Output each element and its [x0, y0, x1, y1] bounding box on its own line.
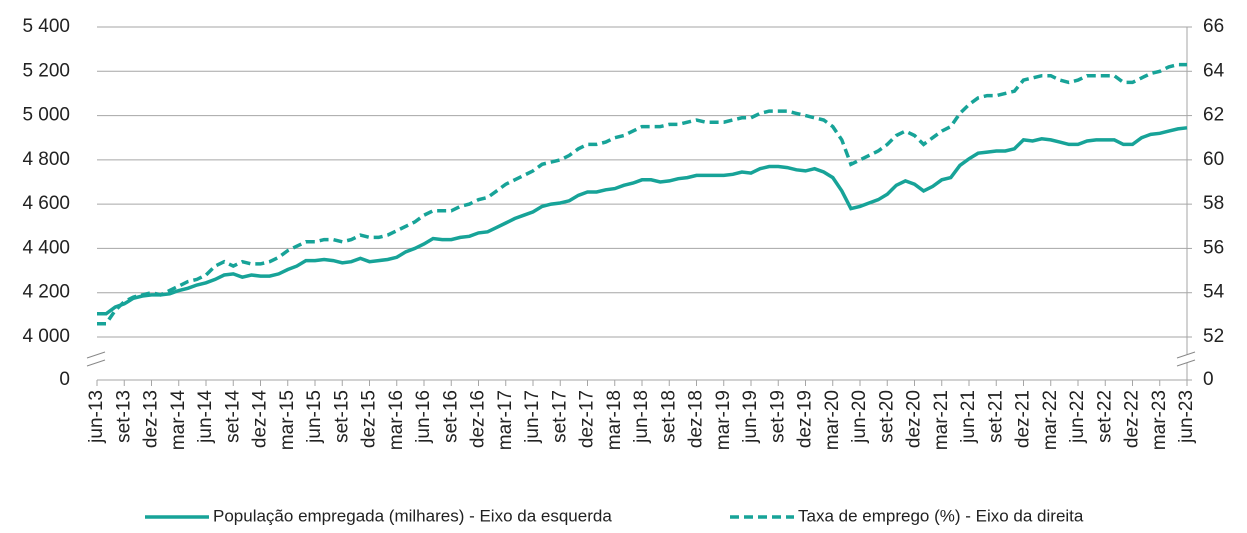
axis-break: [1176, 351, 1196, 359]
y2-tick-label: 58: [1203, 193, 1224, 214]
axis-break: [86, 351, 106, 359]
x-tick-label: jun-22: [1067, 390, 1088, 444]
x-tick-label: mar-15: [277, 390, 298, 450]
x-tick-label: set-18: [658, 390, 679, 443]
x-tick-label: mar-21: [931, 390, 952, 450]
x-tick-label: set-19: [767, 390, 788, 443]
y-tick-label: 4 800: [22, 149, 70, 170]
y-tick-label: 4 200: [22, 282, 70, 303]
x-tick-label: jun-13: [86, 390, 107, 444]
legend-label: Taxa de emprego (%) - Eixo da direita: [798, 506, 1084, 525]
axis-break-gap: [87, 355, 107, 363]
x-tick-label: jun-18: [631, 390, 652, 444]
y-tick-label: 4 400: [22, 237, 70, 258]
x-tick-label: set-22: [1094, 390, 1115, 443]
axis-break: [86, 359, 106, 367]
x-tick-label: dez-22: [1122, 390, 1143, 448]
x-tick-label: set-17: [549, 390, 570, 443]
x-tick-label: jun-23: [1176, 390, 1197, 444]
x-tick-label: set-20: [876, 390, 897, 443]
axis-break: [1176, 359, 1196, 367]
x-tick-label: dez-20: [904, 390, 925, 448]
x-tick-label: dez-21: [1013, 390, 1034, 448]
x-tick-label: dez-16: [468, 390, 489, 448]
x-tick-label: jun-20: [849, 390, 870, 444]
x-tick-label: jun-15: [304, 390, 325, 444]
y2-tick-label: 66: [1203, 16, 1224, 37]
x-tick-label: set-14: [222, 390, 243, 443]
x-tick-label: set-13: [113, 390, 134, 443]
y-tick-label: 4 000: [22, 326, 70, 347]
x-tick-label: dez-14: [250, 390, 271, 449]
x-tick-label: mar-16: [386, 390, 407, 450]
x-tick-label: dez-19: [795, 390, 816, 448]
y2-tick-label: 62: [1203, 105, 1224, 126]
x-tick-label: jun-14: [195, 390, 216, 444]
x-tick-label: mar-22: [1040, 390, 1061, 450]
y2-tick-label: 0: [1203, 369, 1214, 390]
x-tick-label: jun-17: [522, 390, 543, 444]
y-tick-label: 5 000: [22, 105, 70, 126]
x-tick-label: mar-14: [168, 390, 189, 451]
x-tick-label: dez-18: [686, 390, 707, 448]
y-tick-label: 5 400: [22, 16, 70, 37]
y2-tick-label: 64: [1203, 60, 1225, 81]
y2-tick-label: 52: [1203, 326, 1224, 347]
x-tick-label: dez-13: [141, 390, 162, 448]
x-tick-label: set-21: [985, 390, 1006, 443]
x-tick-label: jun-19: [740, 390, 761, 444]
x-tick-label: dez-15: [359, 390, 380, 448]
axis-break-gap: [1177, 355, 1197, 363]
y-tick-label: 5 200: [22, 60, 70, 81]
legend-label: População empregada (milhares) - Eixo da…: [213, 506, 612, 525]
series-line: [97, 126, 1188, 316]
x-tick-label: set-16: [440, 390, 461, 443]
y2-tick-label: 60: [1203, 149, 1224, 170]
series-line: [97, 62, 1187, 326]
y-tick-label: 4 600: [22, 193, 70, 214]
y-tick-label: 0: [59, 369, 70, 390]
x-tick-label: set-15: [331, 390, 352, 443]
x-tick-label: mar-23: [1149, 390, 1170, 450]
y2-tick-label: 54: [1203, 282, 1225, 303]
x-tick-label: dez-17: [577, 390, 598, 448]
x-tick-label: mar-19: [713, 390, 734, 450]
y2-tick-label: 56: [1203, 237, 1224, 258]
x-tick-label: jun-16: [413, 390, 434, 444]
x-tick-label: mar-18: [604, 390, 625, 450]
x-tick-label: mar-20: [822, 390, 843, 450]
x-tick-label: mar-17: [495, 390, 516, 450]
x-tick-label: jun-21: [958, 390, 979, 444]
